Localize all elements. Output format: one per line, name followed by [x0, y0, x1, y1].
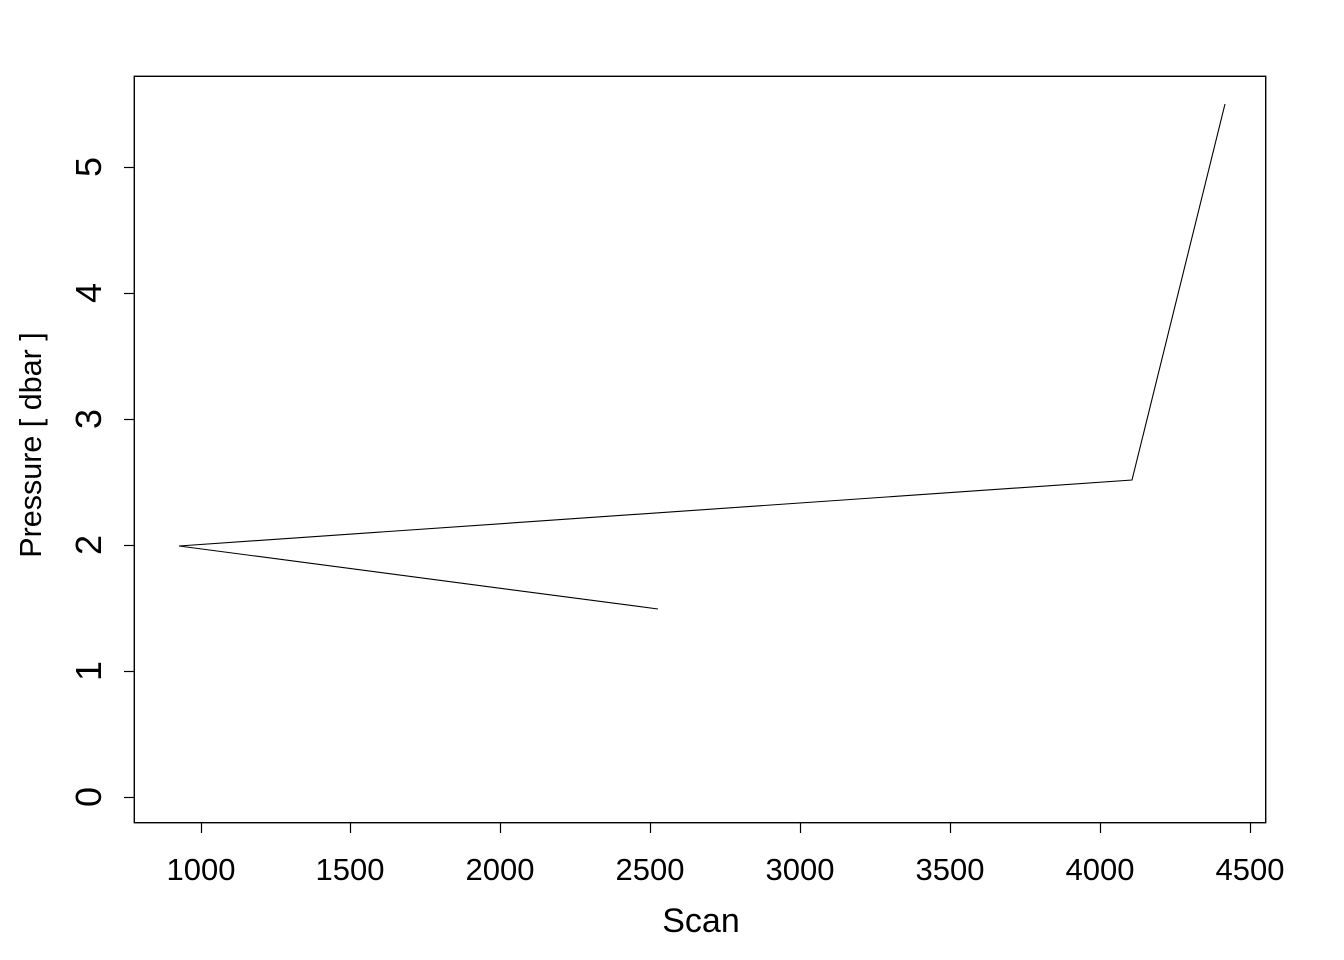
- svg-text:2500: 2500: [616, 852, 685, 887]
- svg-text:3000: 3000: [766, 852, 835, 887]
- svg-text:1: 1: [68, 661, 109, 681]
- svg-text:1500: 1500: [316, 852, 385, 887]
- svg-text:2: 2: [68, 535, 109, 555]
- svg-text:1000: 1000: [167, 852, 236, 887]
- svg-text:3: 3: [68, 409, 109, 429]
- svg-text:4500: 4500: [1216, 852, 1285, 887]
- svg-text:4000: 4000: [1066, 852, 1135, 887]
- svg-text:Scan: Scan: [662, 902, 740, 940]
- svg-text:5: 5: [68, 157, 109, 177]
- svg-text:0: 0: [68, 787, 109, 807]
- svg-text:4: 4: [68, 283, 109, 303]
- svg-text:2000: 2000: [466, 852, 535, 887]
- svg-text:Pressure [ dbar ]: Pressure [ dbar ]: [14, 332, 48, 557]
- svg-text:3500: 3500: [916, 852, 985, 887]
